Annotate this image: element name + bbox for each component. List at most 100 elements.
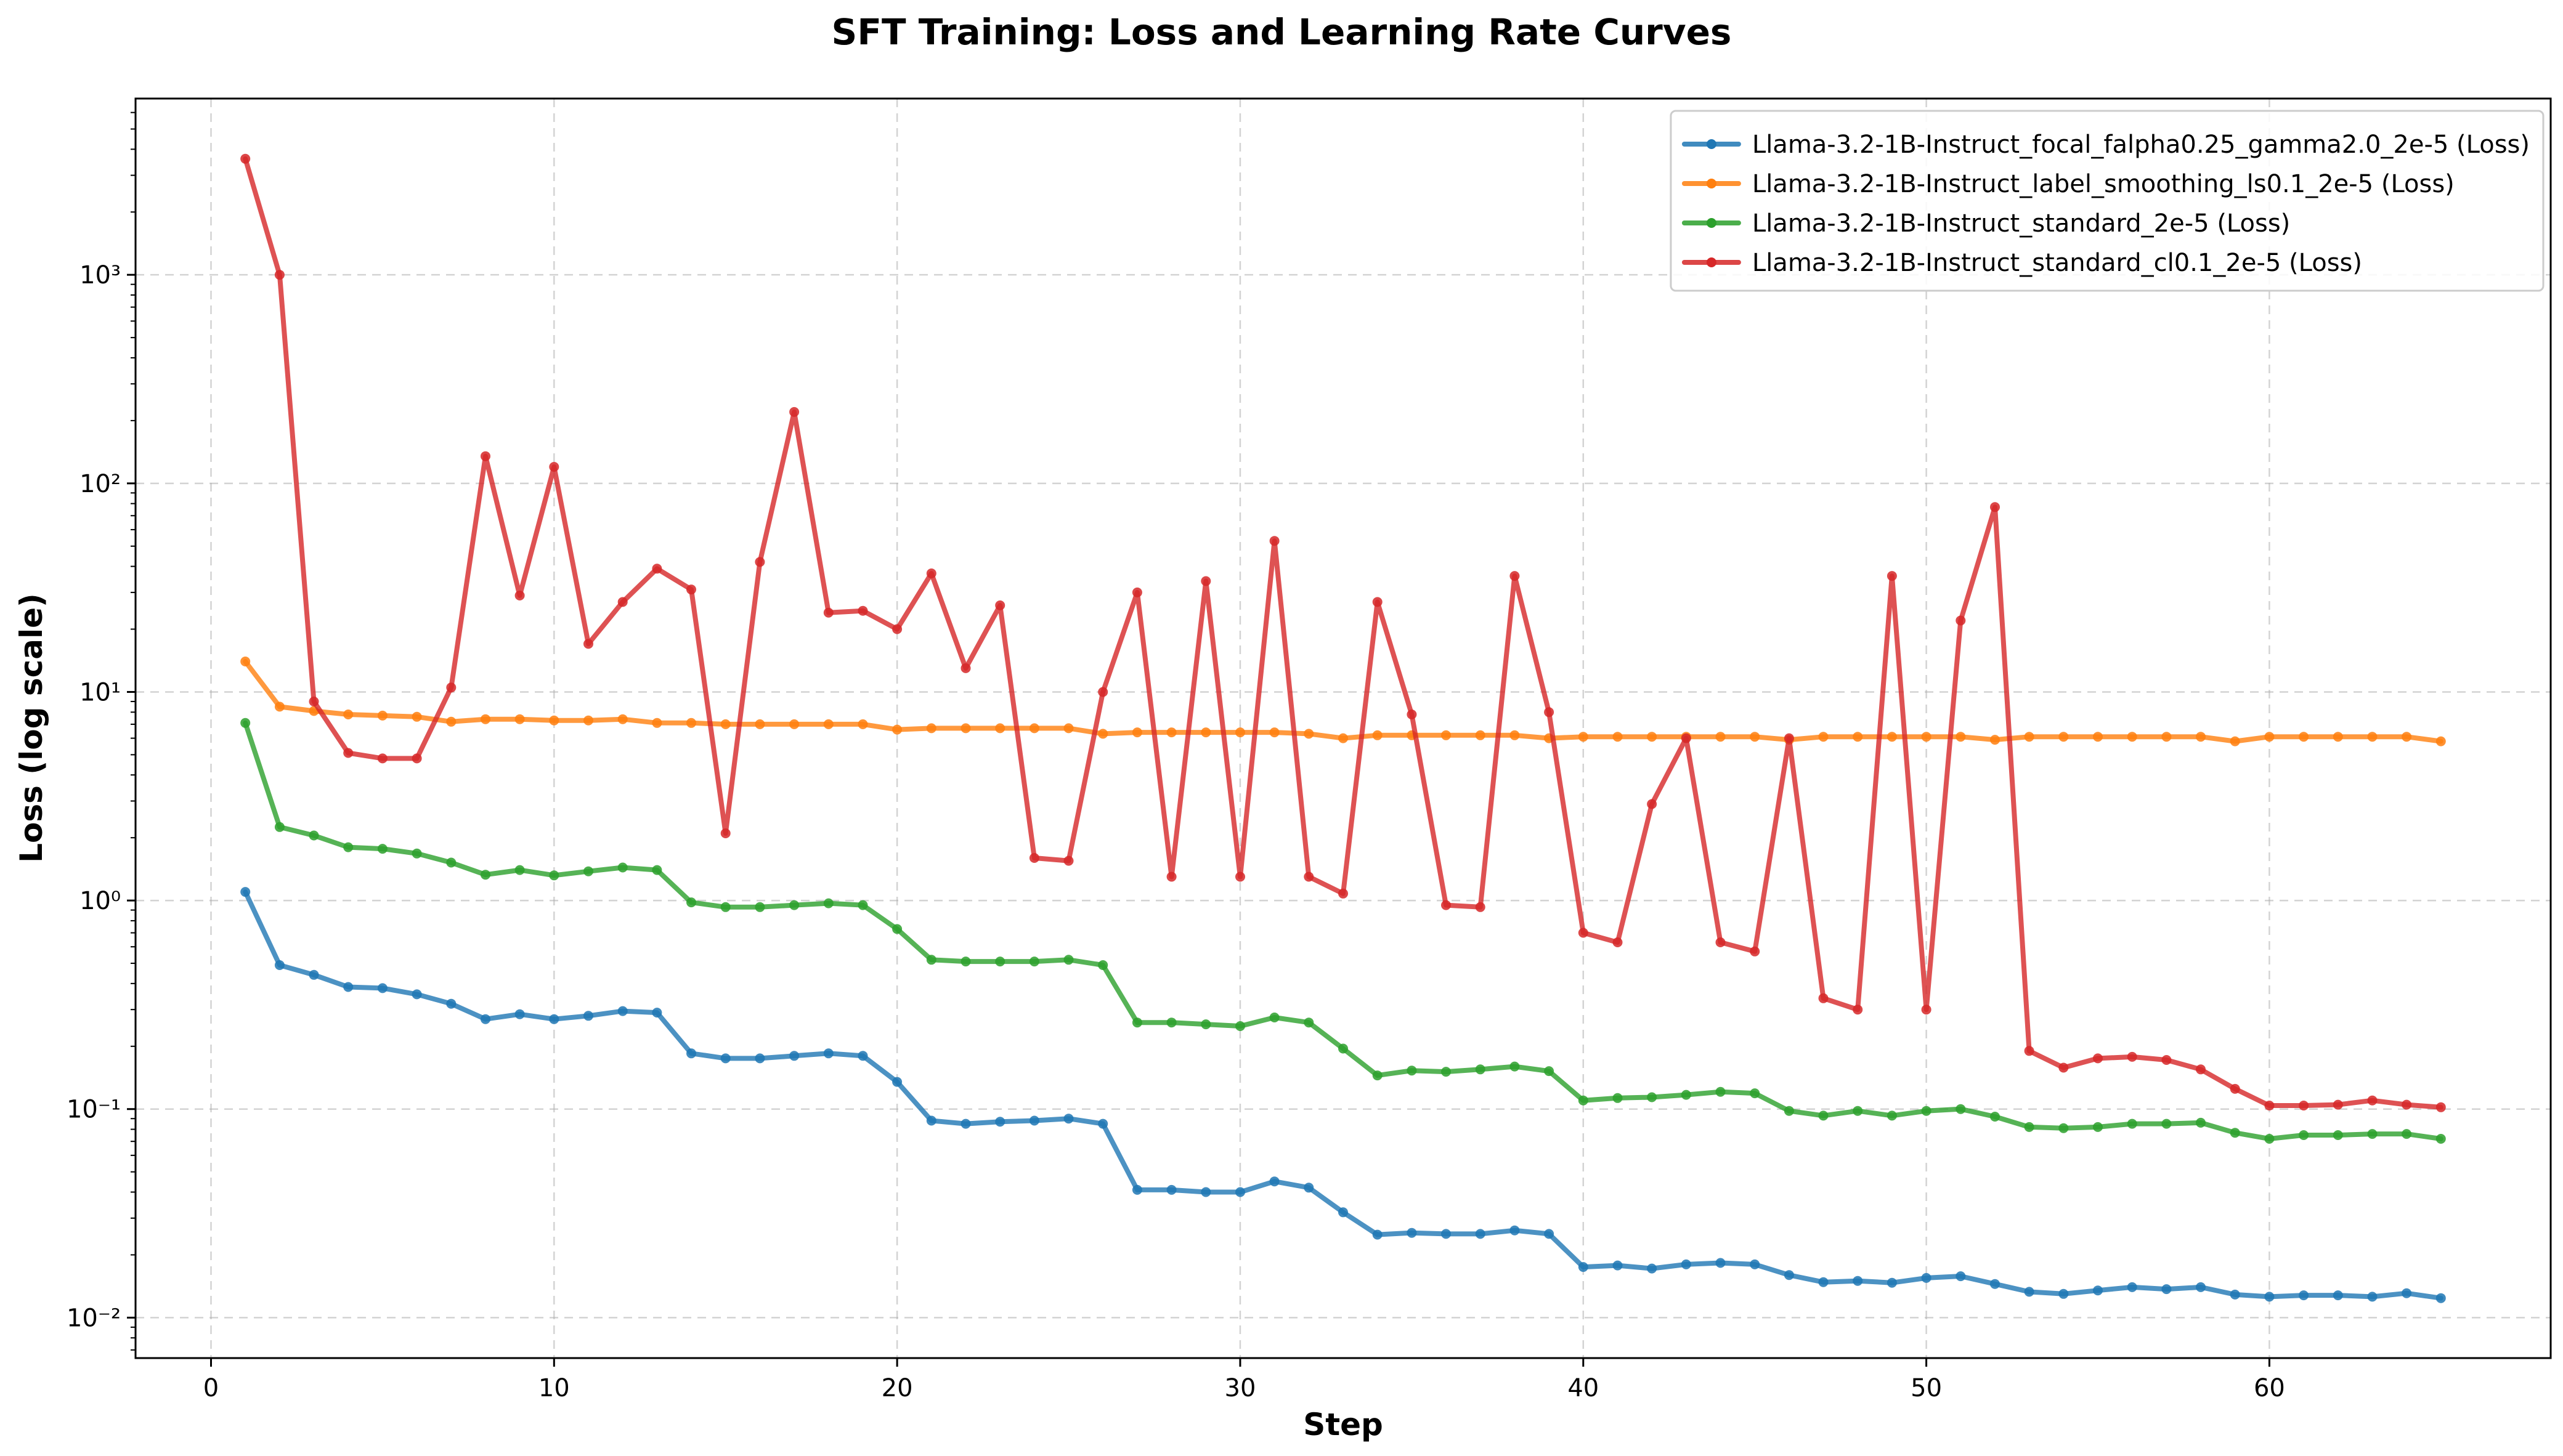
- data-point: [858, 1051, 868, 1061]
- data-point: [1578, 732, 1588, 742]
- data-point: [720, 1053, 731, 1064]
- data-point: [343, 982, 354, 992]
- data-point: [2127, 1282, 2137, 1292]
- legend-label: Llama-3.2-1B-Instruct_standard_cl0.1_2e-…: [1752, 249, 2362, 277]
- data-point: [1407, 1066, 1417, 1076]
- data-point: [1407, 710, 1417, 719]
- data-point: [1818, 993, 1829, 1003]
- data-point: [1201, 727, 1211, 738]
- data-point: [1304, 729, 1314, 739]
- x-tick-label: 60: [2254, 1374, 2285, 1402]
- data-point: [1304, 1017, 1314, 1028]
- data-point: [789, 1051, 800, 1061]
- y-tick-label: 10²: [79, 470, 121, 498]
- data-point: [2058, 732, 2069, 742]
- data-point: [2093, 1285, 2103, 1296]
- data-point: [1750, 1088, 1760, 1099]
- data-point: [549, 715, 559, 726]
- data-point: [274, 702, 285, 712]
- data-point: [1715, 732, 1726, 742]
- data-point: [412, 711, 422, 722]
- data-point: [1235, 872, 1245, 882]
- data-point: [1853, 1005, 1863, 1015]
- data-point: [1647, 732, 1657, 742]
- data-point: [481, 714, 490, 724]
- data-point: [377, 983, 388, 993]
- data-point: [892, 624, 903, 634]
- data-point: [1372, 730, 1383, 740]
- data-point: [1612, 937, 1623, 947]
- data-point: [1132, 1017, 1142, 1028]
- data-point: [755, 557, 765, 567]
- data-point: [2264, 732, 2275, 742]
- data-point: [720, 719, 731, 729]
- data-point: [412, 848, 422, 859]
- data-point: [755, 719, 765, 729]
- data-point: [1956, 1271, 1966, 1282]
- y-tick-label: 10⁻²: [67, 1304, 121, 1332]
- x-tick-label: 30: [1225, 1374, 1256, 1402]
- data-point: [617, 862, 628, 873]
- data-point: [1715, 1086, 1726, 1097]
- data-point: [1681, 1090, 1691, 1100]
- data-point: [2196, 1117, 2206, 1128]
- data-point: [617, 1006, 628, 1016]
- data-point: [2058, 1062, 2069, 1073]
- data-point: [514, 1009, 525, 1019]
- data-point: [652, 1008, 662, 1018]
- data-point: [2127, 1051, 2137, 1062]
- data-point: [1475, 1064, 1485, 1075]
- data-point: [2299, 1130, 2309, 1140]
- data-point: [2333, 1130, 2343, 1140]
- data-point: [2264, 1101, 2275, 1110]
- data-point: [926, 568, 936, 578]
- data-point: [549, 462, 559, 472]
- data-point: [1750, 1259, 1760, 1269]
- data-point: [446, 716, 457, 727]
- data-point: [1475, 730, 1485, 740]
- data-point: [2024, 732, 2034, 742]
- legend: Llama-3.2-1B-Instruct_focal_falpha0.25_g…: [1670, 110, 2545, 292]
- data-point: [583, 866, 593, 876]
- data-point: [446, 998, 457, 1009]
- data-point: [2093, 1122, 2103, 1132]
- data-point: [755, 1053, 765, 1064]
- data-point: [652, 865, 662, 875]
- data-point: [1578, 928, 1588, 938]
- data-point: [412, 989, 422, 1000]
- data-point: [1544, 1229, 1554, 1239]
- data-point: [961, 1118, 971, 1129]
- data-point: [789, 719, 800, 729]
- data-point: [823, 719, 834, 729]
- data-point: [1098, 960, 1108, 970]
- data-point: [2299, 732, 2309, 742]
- y-tick-label: 10¹: [79, 678, 121, 706]
- data-point: [481, 870, 490, 880]
- data-point: [1235, 1021, 1245, 1031]
- data-point: [1509, 571, 1520, 581]
- data-point: [892, 924, 903, 934]
- data-point: [1647, 799, 1657, 809]
- data-series: [240, 153, 2446, 1303]
- data-point: [1750, 732, 1760, 742]
- data-point: [549, 1014, 559, 1024]
- data-point: [481, 1014, 490, 1024]
- data-point: [2058, 1123, 2069, 1133]
- x-tick-label: 0: [203, 1374, 219, 1402]
- data-point: [1578, 1262, 1588, 1272]
- series-line: [243, 720, 2443, 1141]
- data-point: [1166, 1184, 1177, 1195]
- data-point: [1818, 1277, 1829, 1287]
- data-point: [2264, 1292, 2275, 1302]
- chart-title: SFT Training: Loss and Learning Rate Cur…: [832, 11, 1732, 53]
- data-point: [446, 682, 457, 693]
- data-point: [926, 1115, 936, 1126]
- data-point: [2299, 1101, 2309, 1110]
- data-point: [1509, 1225, 1520, 1236]
- data-point: [789, 900, 800, 910]
- data-point: [720, 902, 731, 912]
- data-point: [2161, 1118, 2172, 1129]
- data-point: [1029, 723, 1039, 734]
- y-tick-label: 10⁻¹: [67, 1096, 121, 1124]
